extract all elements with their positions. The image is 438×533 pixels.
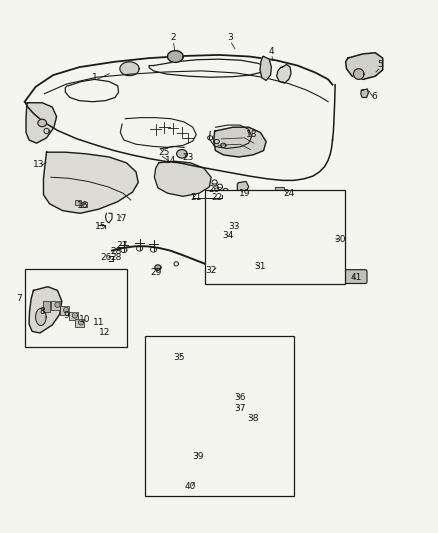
Polygon shape [192,431,198,437]
Polygon shape [26,103,57,143]
Text: 32: 32 [205,266,217,274]
Polygon shape [155,265,161,270]
Text: 37: 37 [234,404,246,413]
Text: 21: 21 [191,193,202,202]
Bar [145,336,294,496]
Bar [43,301,50,312]
Polygon shape [64,308,69,313]
Text: 12: 12 [99,328,110,337]
Polygon shape [353,69,364,79]
Text: 8: 8 [39,307,45,316]
Text: 11: 11 [93,318,105,327]
Text: 19: 19 [239,189,250,198]
Polygon shape [256,212,277,244]
Polygon shape [43,152,138,213]
Text: 3: 3 [227,34,233,43]
Polygon shape [167,51,183,62]
Text: 26: 26 [101,254,112,262]
Text: 5: 5 [378,60,383,69]
Polygon shape [35,309,46,326]
Polygon shape [72,313,78,318]
Text: 18: 18 [246,130,258,139]
Polygon shape [269,212,290,244]
Polygon shape [208,194,284,252]
Text: 7: 7 [16,294,22,303]
Polygon shape [163,423,168,429]
Bar [81,201,87,207]
Bar [25,269,127,348]
Polygon shape [212,216,227,235]
Text: 9: 9 [64,311,69,320]
Bar [60,306,69,315]
Polygon shape [78,320,84,325]
Bar [275,187,285,193]
Polygon shape [150,456,208,476]
Polygon shape [154,161,211,196]
Text: 13: 13 [33,160,45,169]
Text: 30: 30 [335,236,346,245]
Text: 23: 23 [183,153,194,162]
Text: 25: 25 [159,148,170,157]
Text: 27: 27 [117,241,128,250]
Text: 6: 6 [371,92,377,101]
Text: 24: 24 [283,189,294,198]
Text: 41: 41 [351,273,362,281]
Polygon shape [346,53,383,79]
FancyBboxPatch shape [339,270,367,284]
Bar [69,312,78,320]
Text: 15: 15 [95,222,106,231]
Polygon shape [177,150,187,158]
Bar [75,199,81,205]
Text: 22: 22 [211,193,223,202]
Polygon shape [361,89,368,98]
Polygon shape [243,212,264,244]
Text: 28: 28 [111,254,122,262]
Text: 28: 28 [111,247,122,256]
Polygon shape [183,382,209,406]
Text: 33: 33 [229,222,240,231]
Text: 10: 10 [79,315,91,324]
Text: 4: 4 [268,47,274,55]
Polygon shape [215,220,225,230]
Text: 2: 2 [170,34,176,43]
Text: 29: 29 [150,269,161,277]
Polygon shape [29,287,62,333]
Text: 35: 35 [173,353,184,362]
Polygon shape [178,427,183,433]
Polygon shape [146,377,209,416]
Text: 20: 20 [208,185,219,194]
Polygon shape [38,119,46,127]
Bar [51,301,60,310]
Bar [75,319,84,327]
Polygon shape [152,352,208,379]
Text: 40: 40 [185,481,196,490]
Polygon shape [120,62,139,76]
Text: 39: 39 [192,452,204,461]
Polygon shape [55,302,60,308]
Text: 14: 14 [165,156,177,165]
Text: 38: 38 [247,414,259,423]
Text: 1: 1 [92,73,97,82]
Text: 16: 16 [77,201,88,210]
Polygon shape [277,64,291,83]
Polygon shape [189,387,203,400]
Polygon shape [214,127,266,157]
Text: 17: 17 [117,214,128,223]
Bar [205,190,345,284]
Text: 36: 36 [234,393,246,402]
Polygon shape [260,56,272,80]
Polygon shape [237,181,249,193]
Text: 34: 34 [222,231,233,240]
Text: 31: 31 [255,262,266,271]
